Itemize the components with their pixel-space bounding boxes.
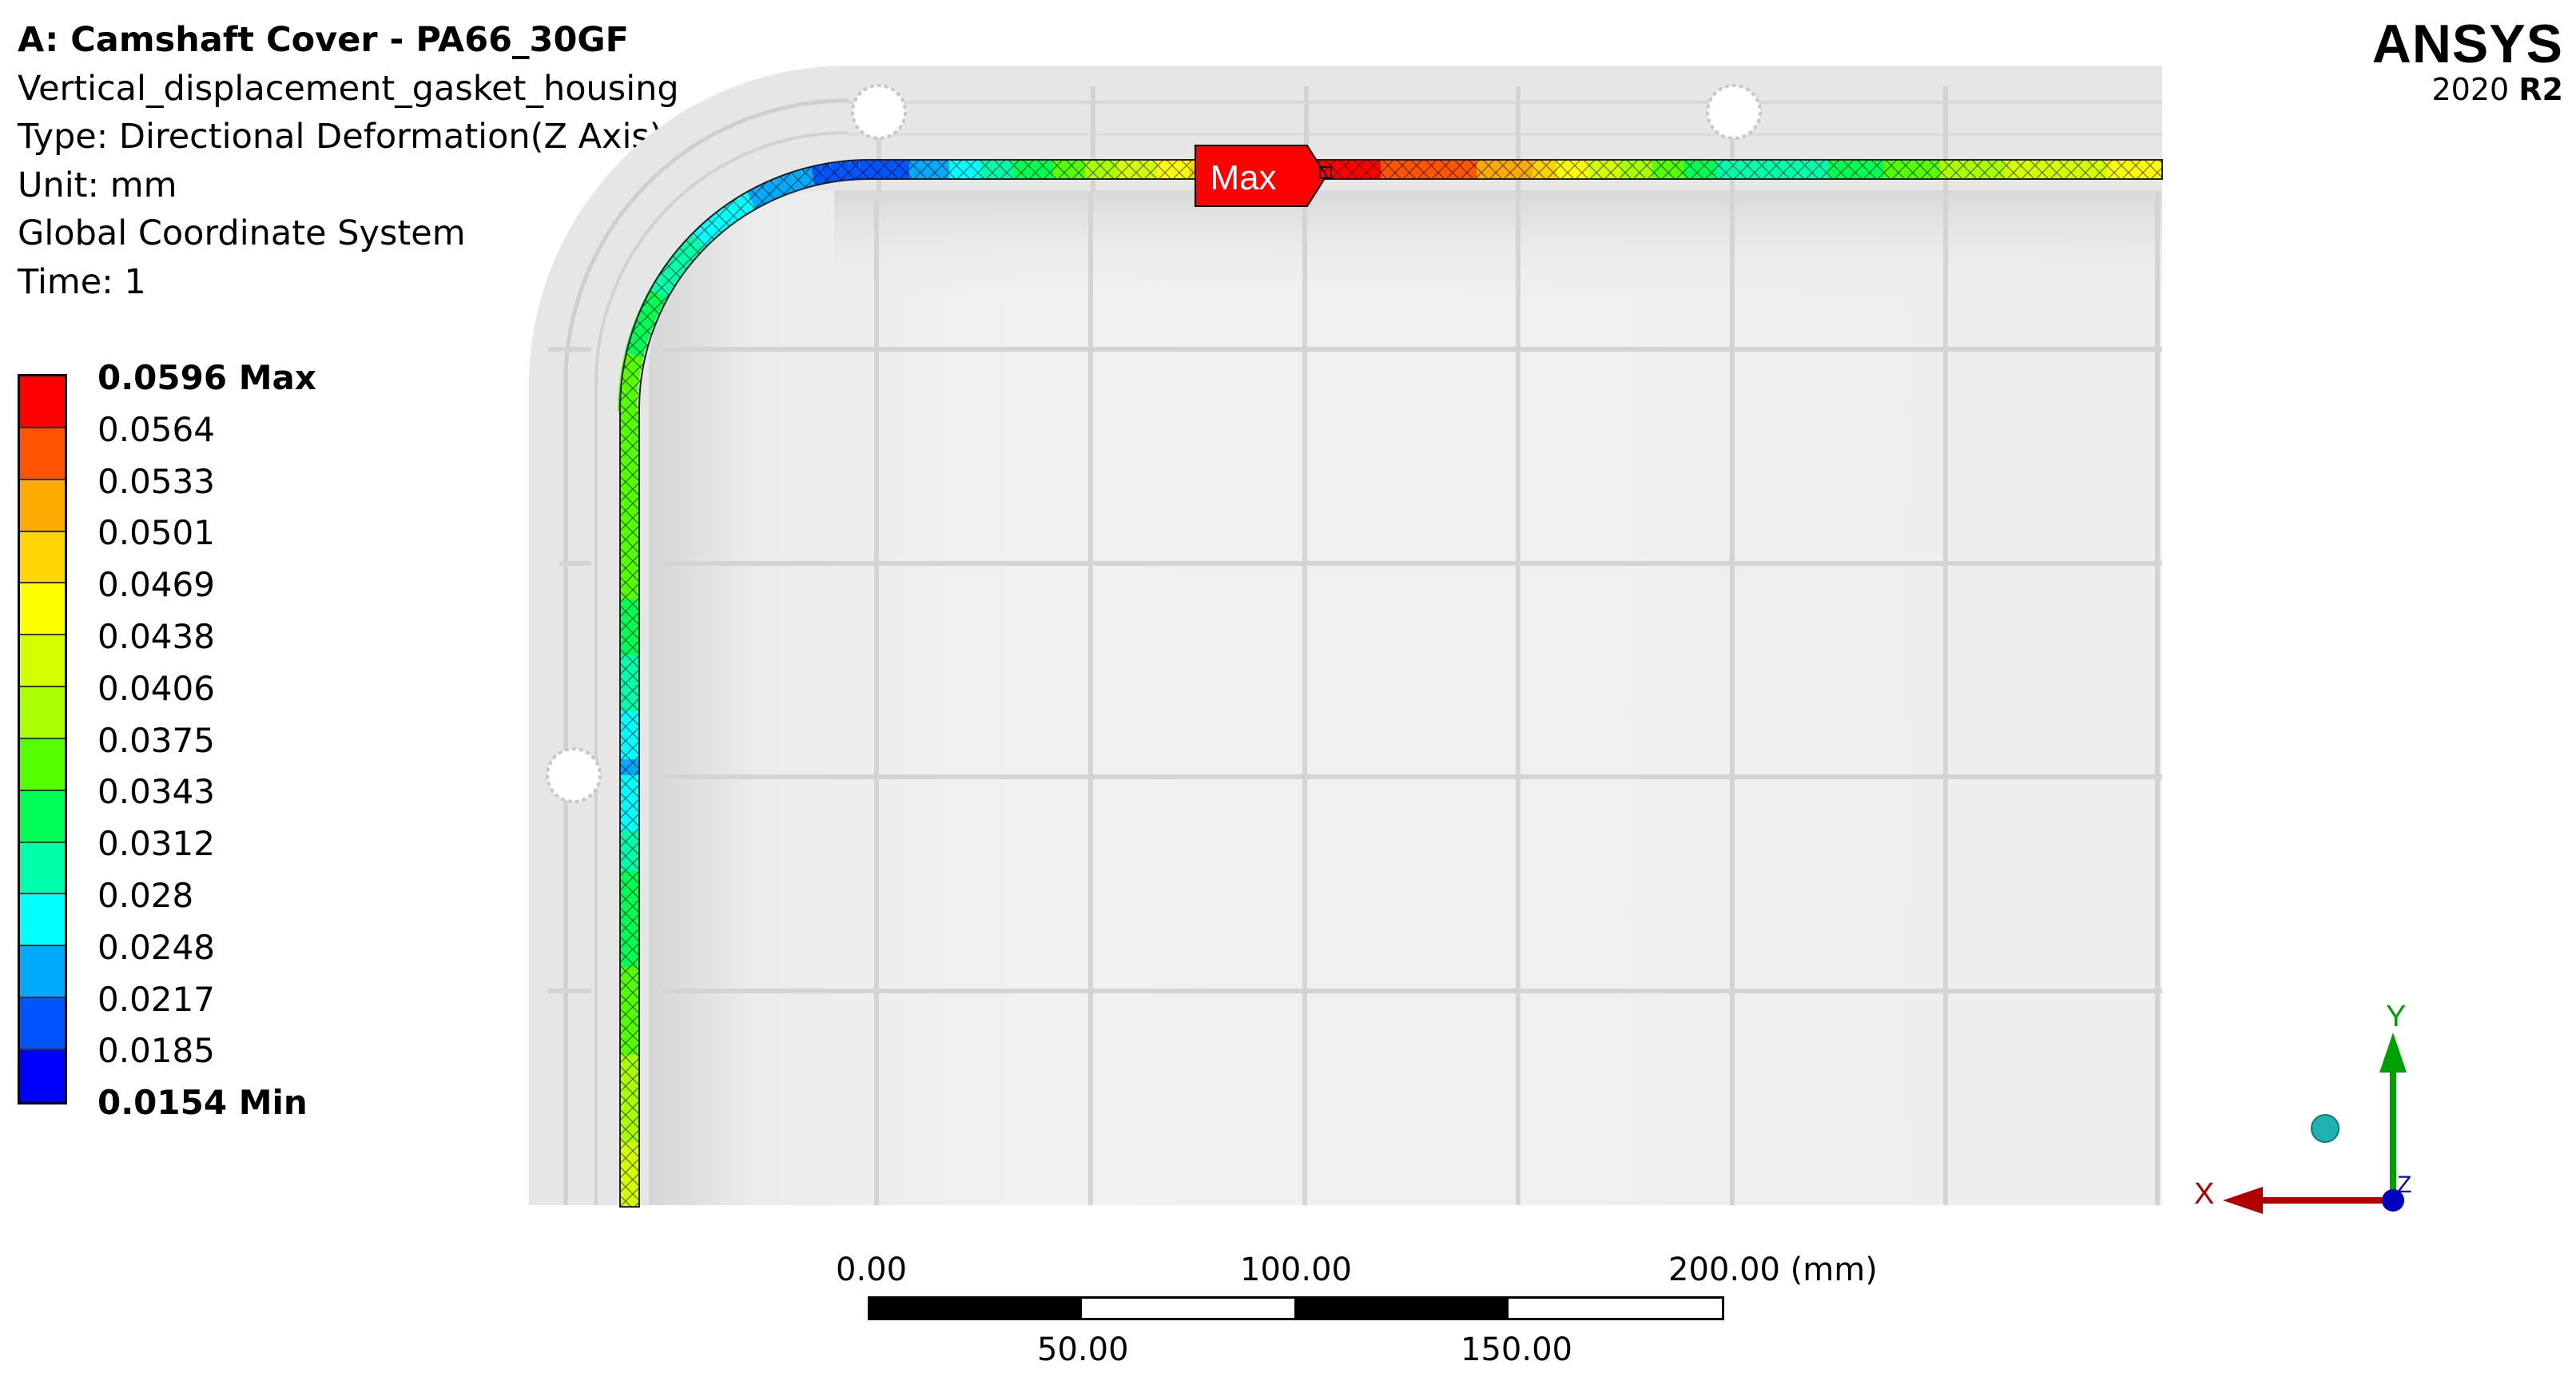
legend-swatch <box>20 531 65 584</box>
scale-bar-segment <box>868 1296 1082 1320</box>
z-axis-dot <box>2382 1189 2404 1212</box>
triad-graphic: Y X Z <box>2194 1000 2411 1214</box>
y-axis-arrowhead <box>2379 1033 2407 1073</box>
result-name: Vertical_displacement_gasket_housing <box>18 68 679 109</box>
legend-label: 0.0312 <box>97 824 215 864</box>
x-axis-arrowhead <box>2223 1187 2263 1214</box>
bolt-hole <box>851 84 907 140</box>
legend-label: 0.0564 <box>97 409 215 449</box>
x-axis-label: X <box>2194 1177 2214 1211</box>
legend-label: 0.0185 <box>97 1031 215 1071</box>
legend-label: 0.0438 <box>97 617 215 656</box>
legend-label: 0.0375 <box>97 720 215 760</box>
legend-label: 0.0343 <box>97 772 215 812</box>
ansys-version-year: 2020 <box>2431 72 2510 107</box>
legend-swatch <box>20 946 65 999</box>
legend-swatch <box>20 1049 65 1102</box>
scale-label-150: 150.00 <box>1461 1331 1572 1368</box>
legend-swatch <box>20 428 65 480</box>
ansys-logo: ANSYS 2020 R2 <box>2372 16 2563 107</box>
legend-swatch <box>20 894 65 947</box>
legend-swatch <box>20 635 65 688</box>
bolt-hole <box>1706 84 1762 140</box>
housing-inner-plate <box>649 190 2162 1205</box>
result-info: A: Camshaft Cover - PA66_30GF Vertical_d… <box>18 16 679 306</box>
max-probe-flag <box>1195 145 1328 207</box>
ansys-version: 2020 R2 <box>2372 72 2563 107</box>
gasket-mesh <box>619 160 2162 1207</box>
legend-label: 0.0217 <box>97 979 215 1019</box>
housing-inner-top-shade <box>834 190 2162 302</box>
legend-swatch <box>20 687 65 739</box>
legend-label: 0.0533 <box>97 461 215 501</box>
legend-swatch <box>20 842 65 895</box>
bolt-holes <box>546 84 1762 803</box>
legend-label: 0.0154 Min <box>97 1083 308 1123</box>
gasket-contour[interactable] <box>618 159 2163 1208</box>
y-axis-label: Y <box>2386 1000 2406 1033</box>
housing-geometry <box>529 66 2162 1205</box>
legend-label: 0.0596 Max <box>97 358 316 397</box>
bolt-hole <box>546 747 602 803</box>
scale-label-200: 200.00 (mm) <box>1668 1252 1878 1288</box>
result-time: Time: 1 <box>18 261 146 302</box>
result-type: Type: Directional Deformation(Z Axis) <box>18 117 663 157</box>
result-coordinate-system: Global Coordinate System <box>18 213 466 253</box>
legend-label: 0.0406 <box>97 668 215 708</box>
ansys-brand: ANSYS <box>2371 14 2563 74</box>
legend-swatch <box>20 790 65 843</box>
legend-swatch <box>20 583 65 636</box>
gasket-outline <box>618 159 2163 1208</box>
housing-flange-groove-inner <box>594 130 849 1205</box>
max-probe-label: Max <box>1210 158 1276 197</box>
result-title: A: Camshaft Cover - PA66_30GF <box>18 20 630 60</box>
result-unit: Unit: mm <box>18 165 177 205</box>
scale-bar-segment <box>1294 1296 1509 1320</box>
max-probe[interactable]: Max <box>1195 145 1332 207</box>
legend-label: 0.028 <box>97 876 194 915</box>
scale-label-0: 0.00 <box>836 1252 908 1288</box>
ansys-release: R2 <box>2518 72 2563 107</box>
legend-color-bar <box>18 374 67 1104</box>
housing-flange-groove-outer <box>563 98 849 1205</box>
scale-label-100: 100.00 <box>1240 1252 1352 1288</box>
legend-swatch <box>20 998 65 1050</box>
legend-label: 0.0501 <box>97 513 215 553</box>
legend-label: 0.0248 <box>97 927 215 967</box>
scale-label-50: 50.00 <box>1037 1331 1129 1368</box>
z-axis-label: Z <box>2397 1172 2411 1198</box>
max-probe-marker <box>1319 166 1332 179</box>
legend-swatch <box>20 376 65 428</box>
triad-rotation-ball <box>2311 1114 2339 1143</box>
coordinate-triad[interactable]: Y X Z <box>2189 991 2461 1234</box>
housing-ribs <box>548 86 2162 1205</box>
legend-label: 0.0469 <box>97 565 215 605</box>
legend-swatch <box>20 738 65 791</box>
legend-swatch <box>20 480 65 532</box>
